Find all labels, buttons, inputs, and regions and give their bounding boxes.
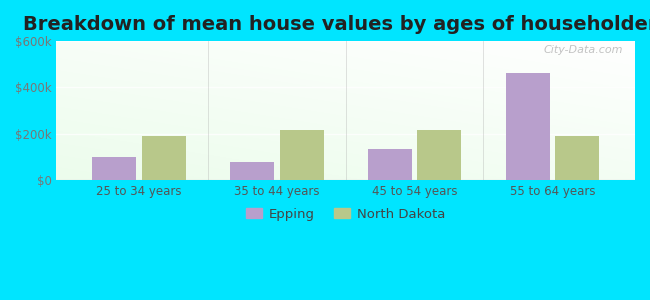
Bar (555, 136, 599, 180)
Bar (368, 148, 412, 180)
Bar (142, 136, 186, 180)
Bar (92, 157, 136, 180)
Bar (506, 74, 550, 180)
Title: Breakdown of mean house values by ages of householders: Breakdown of mean house values by ages o… (23, 15, 650, 34)
Text: City-Data.com: City-Data.com (544, 45, 623, 55)
Legend: Epping, North Dakota: Epping, North Dakota (241, 202, 450, 226)
Bar (230, 163, 274, 180)
Bar (280, 130, 324, 180)
Bar (417, 130, 462, 180)
